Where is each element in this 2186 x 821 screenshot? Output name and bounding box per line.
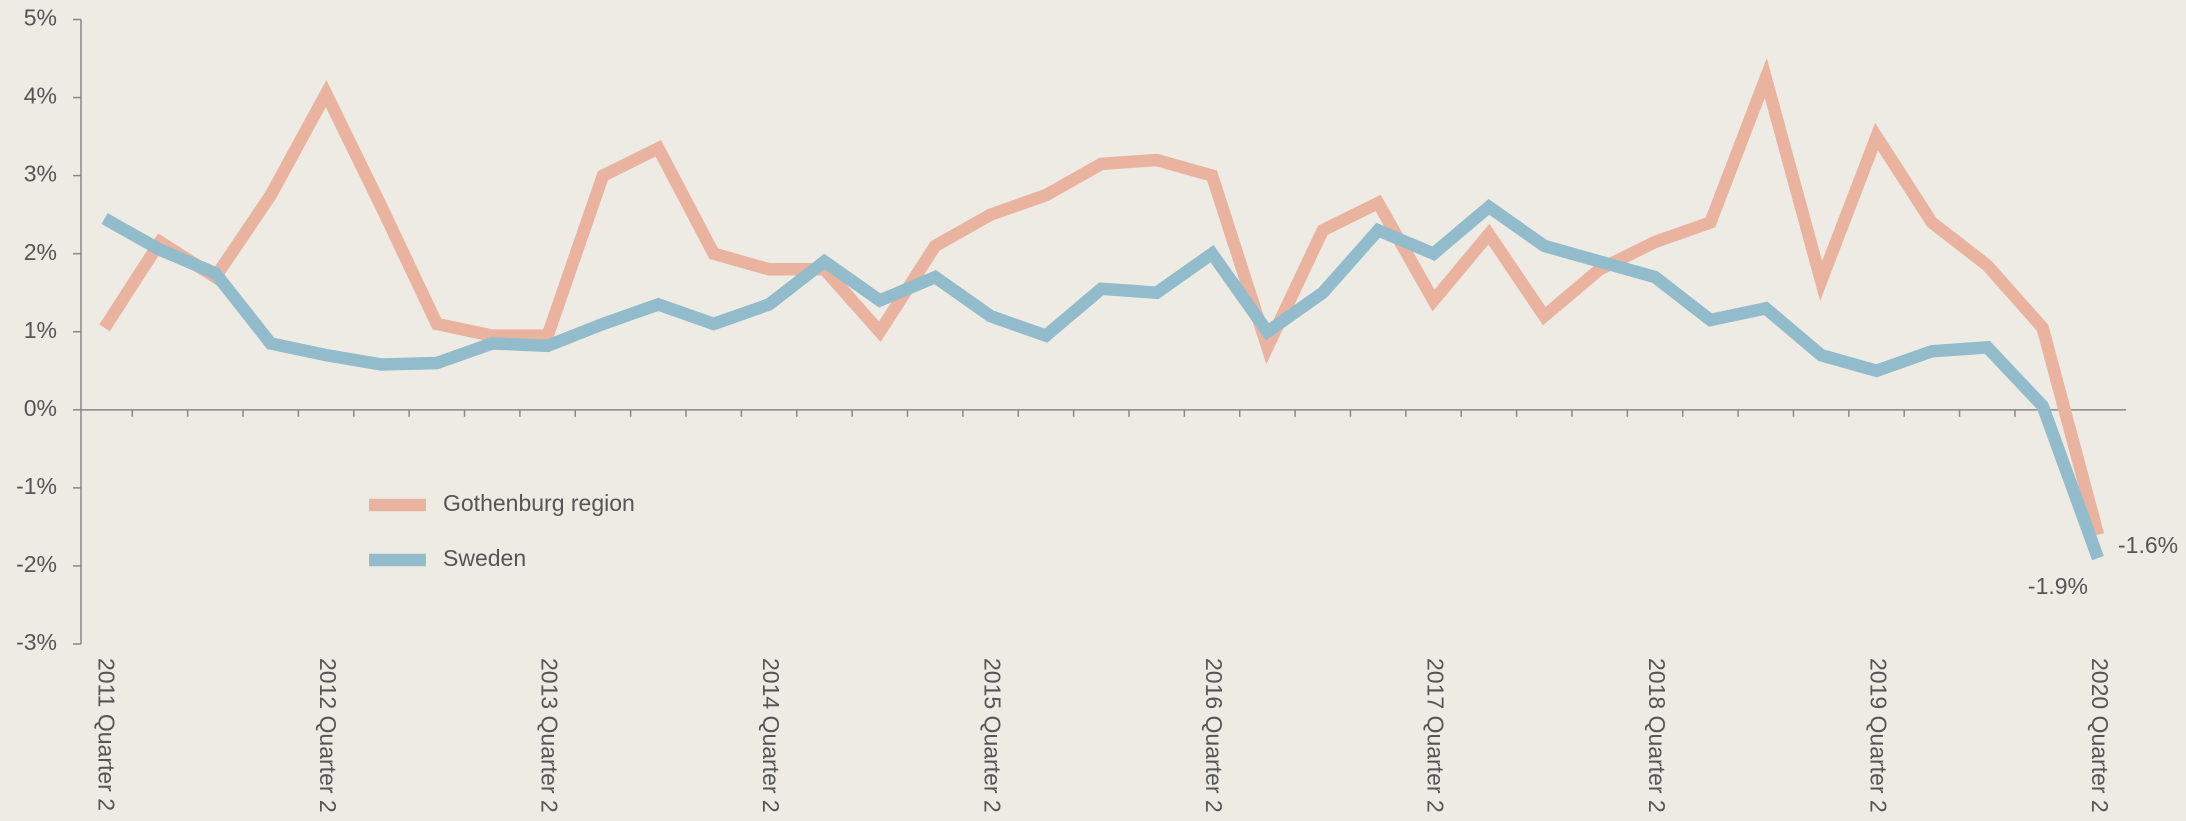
data-label: -1.9% (2028, 573, 2088, 599)
x-tick-label: 2016 Quarter 2 (1201, 658, 1227, 813)
x-tick-label: 2020 Quarter 2 (2087, 658, 2113, 813)
legend-label: Sweden (443, 545, 526, 571)
y-tick-label: -3% (16, 629, 57, 655)
y-tick-label: 5% (24, 5, 57, 31)
x-tick-label: 2012 Quarter 2 (315, 658, 341, 813)
y-tick-label: 4% (24, 83, 57, 109)
x-tick-label: 2018 Quarter 2 (1644, 658, 1670, 813)
x-tick-label: 2017 Quarter 2 (1422, 658, 1448, 813)
series-line (99, 57, 2105, 537)
data-label: -1.6% (2118, 532, 2178, 558)
y-tick-label: -2% (16, 551, 57, 577)
x-tick-label: 2015 Quarter 2 (979, 658, 1005, 813)
y-tick-label: 1% (24, 317, 57, 343)
y-tick-label: 3% (24, 161, 57, 187)
x-tick-label: 2013 Quarter 2 (536, 658, 562, 813)
y-tick-label: 2% (24, 239, 57, 265)
series-line (101, 198, 2104, 561)
x-tick-label: 2011 Quarter 2 (94, 658, 120, 811)
y-tick-label: 0% (24, 395, 57, 421)
x-tick-label: 2014 Quarter 2 (758, 658, 784, 813)
legend-label: Gothenburg region (443, 490, 635, 516)
y-tick-label: -1% (16, 473, 57, 499)
x-tick-label: 2019 Quarter 2 (1865, 658, 1891, 813)
